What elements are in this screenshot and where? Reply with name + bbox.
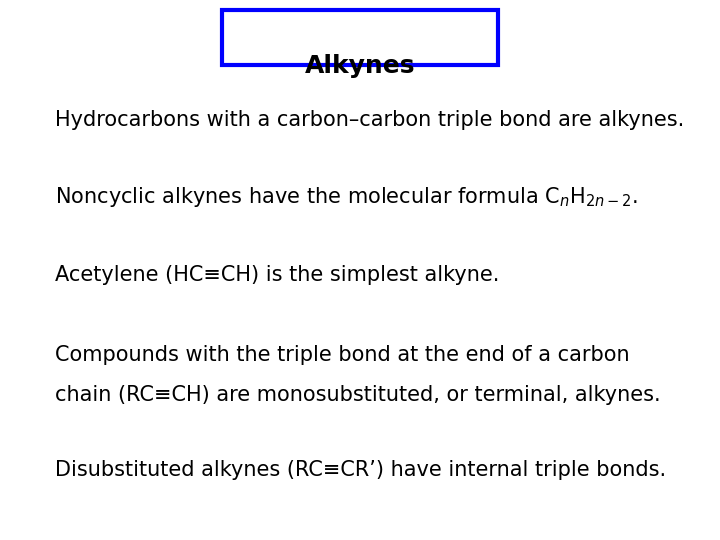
Text: Acetylene (HC≡CH) is the simplest alkyne.: Acetylene (HC≡CH) is the simplest alkyne… — [55, 265, 500, 285]
Text: chain (RC≡CH) are monosubstituted, or terminal, alkynes.: chain (RC≡CH) are monosubstituted, or te… — [55, 385, 661, 405]
Text: Alkynes: Alkynes — [305, 53, 415, 78]
Text: Compounds with the triple bond at the end of a carbon: Compounds with the triple bond at the en… — [55, 345, 629, 365]
Bar — [222, 10, 498, 65]
Text: Hydrocarbons with a carbon–carbon triple bond are alkynes.: Hydrocarbons with a carbon–carbon triple… — [55, 110, 684, 130]
Text: Disubstituted alkynes (RC≡CR’) have internal triple bonds.: Disubstituted alkynes (RC≡CR’) have inte… — [55, 460, 666, 480]
Text: Noncyclic alkynes have the molecular formula $\mathregular{C}_{n}\mathregular{H}: Noncyclic alkynes have the molecular for… — [55, 185, 638, 209]
